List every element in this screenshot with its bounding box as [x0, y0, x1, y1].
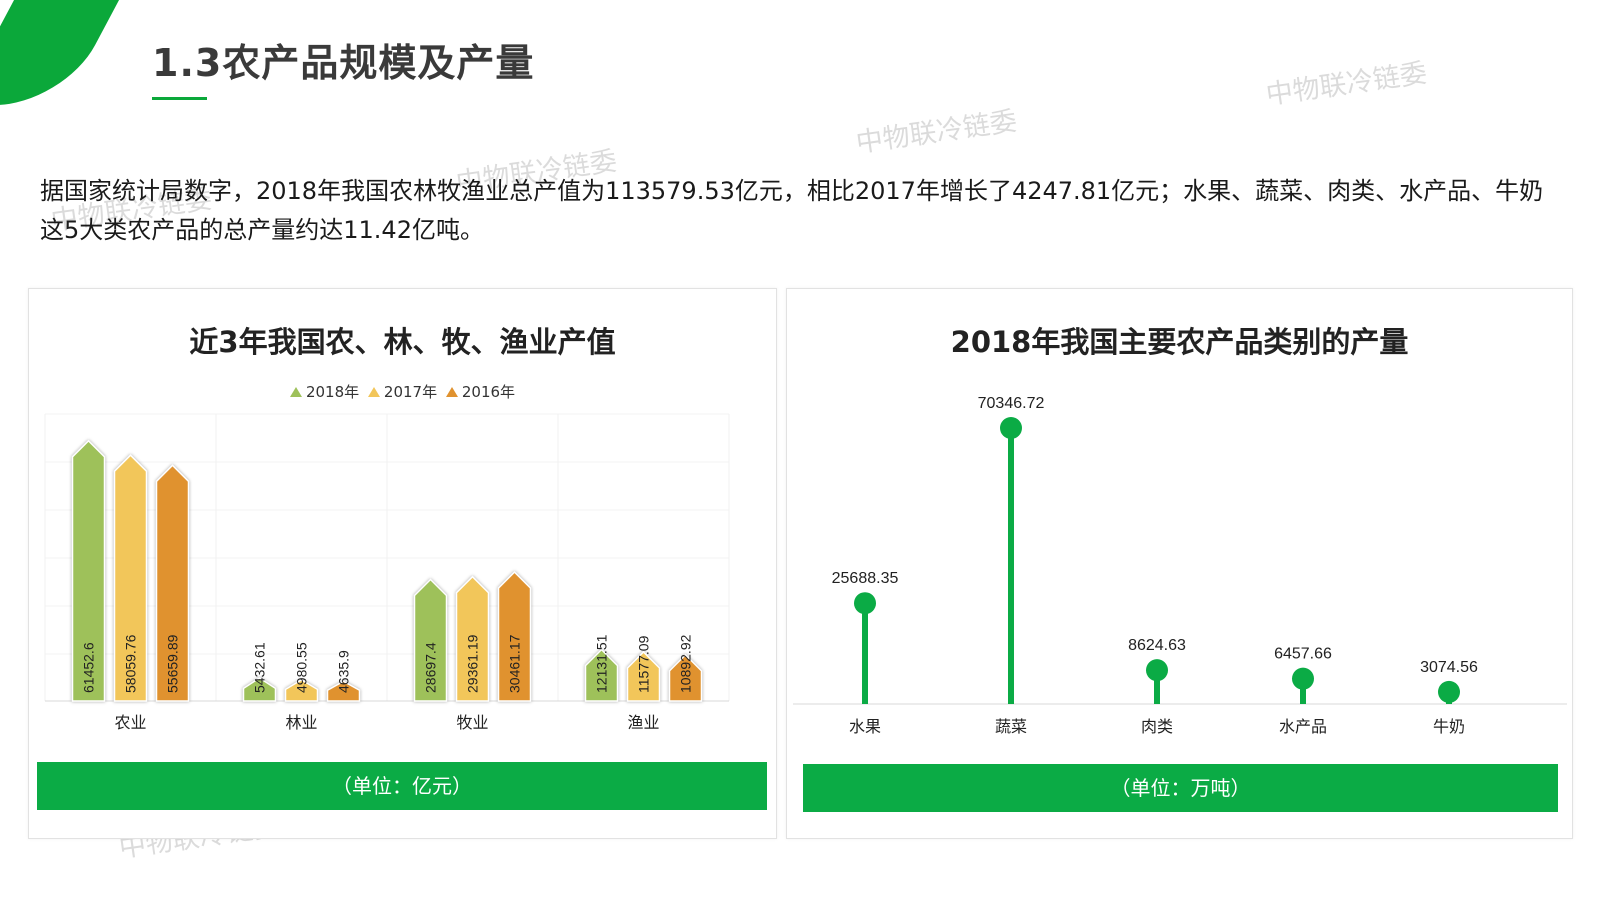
x-tick-label: 肉类: [1141, 717, 1173, 736]
industry-output-bar-chart: 61452.6 58059.76 55659.89 农业 5432.61 4980.55 4…: [44, 413, 730, 732]
x-tick-label: 牛奶: [1433, 717, 1465, 736]
right-chart-title: 2018年我国主要农产品类别的产量: [950, 325, 1409, 359]
bar-渔业-2016年: [668, 653, 703, 702]
bar-农业-2016年: [155, 464, 190, 702]
industry-output-panel: 近3年我国农、林、牧、渔业产值 2018年 2017年 2016年 61452.…: [28, 288, 777, 839]
x-tick-label: 渔业: [627, 713, 659, 732]
lollipop-value-label: 70346.72: [978, 395, 1045, 412]
bar-value-label: 61452.6: [81, 642, 97, 693]
bar-value-label: 55659.89: [165, 634, 181, 693]
bar-value-label: 29361.19: [465, 634, 481, 693]
product-output-lollipop-chart: 25688.35 水果 70346.72 蔬菜 8624.63 肉类 6457.66 水产品 3…: [793, 395, 1567, 736]
x-tick-label: 水产品: [1279, 717, 1327, 736]
bar-渔业-2017年: [626, 650, 661, 702]
bar-value-label: 12131.51: [594, 634, 610, 693]
lollipop-value-label: 3074.56: [1420, 659, 1478, 676]
left-chart-title: 近3年我国农、林、牧、渔业产值: [189, 325, 616, 359]
bar-农业-2017年: [113, 454, 148, 702]
bar-林业-2016年: [326, 680, 361, 702]
header-decoration: [0, 0, 136, 105]
bar-牧业-2017年: [455, 575, 490, 702]
bar-农业-2018年: [71, 439, 106, 702]
lollipop-point: [1438, 680, 1460, 703]
lollipop-value-label: 6457.66: [1274, 646, 1332, 663]
lollipop-point: [1292, 667, 1314, 690]
legend-swatch-icon: [289, 386, 302, 397]
bar-林业-2017年: [284, 679, 319, 702]
legend-swatch-icon: [367, 386, 380, 397]
legend-item-2016: 2016年: [445, 381, 515, 402]
bar-渔业-2018年: [584, 648, 619, 702]
x-tick-label: 农业: [114, 713, 146, 732]
left-unit-bar: （单位：亿元）: [37, 762, 767, 810]
lollipop-point: [1000, 417, 1022, 439]
legend-swatch-icon: [445, 386, 458, 397]
bar-value-label: 58059.76: [123, 634, 139, 693]
lollipop-value-label: 8624.63: [1128, 637, 1186, 654]
watermark: 中物联冷链委: [1264, 57, 1429, 112]
right-unit-bar: （单位：万吨）: [803, 764, 1558, 812]
title-underline: [152, 97, 207, 100]
product-output-panel: 2018年我国主要农产品类别的产量 25688.35 水果 70346.72 蔬菜 86…: [786, 288, 1573, 839]
left-chart-legend: 2018年 2017年 2016年: [29, 381, 776, 402]
bar-林业-2018年: [242, 677, 277, 702]
intro-paragraph: 据国家统计局数字，2018年我国农林牧渔业总产值为113579.53亿元，相比2…: [40, 177, 1544, 244]
bar-value-label: 10892.92: [678, 634, 694, 693]
bar-value-label: 30461.17: [507, 634, 523, 693]
lollipop-point: [854, 592, 876, 615]
watermark: 中物联冷链委: [854, 105, 1019, 160]
lollipop-point: [1146, 659, 1168, 682]
bar-牧业-2016年: [497, 570, 532, 702]
lollipop-value-label: 25688.35: [832, 570, 899, 587]
x-tick-label: 牧业: [456, 713, 488, 732]
legend-item-2018: 2018年: [289, 381, 359, 402]
legend-item-2017: 2017年: [367, 381, 437, 402]
x-tick-label: 水果: [849, 717, 881, 736]
bar-value-label: 11577.09: [636, 635, 652, 693]
bar-value-label: 28697.4: [423, 642, 439, 693]
bar-value-label: 5432.61: [252, 642, 268, 693]
x-tick-label: 蔬菜: [995, 717, 1027, 736]
bar-value-label: 4980.55: [294, 642, 310, 693]
page-title: 1.3农产品规模及产量: [152, 41, 535, 85]
bar-牧业-2018年: [413, 578, 448, 702]
x-tick-label: 林业: [285, 713, 317, 732]
bar-value-label: 4635.9: [336, 650, 352, 693]
